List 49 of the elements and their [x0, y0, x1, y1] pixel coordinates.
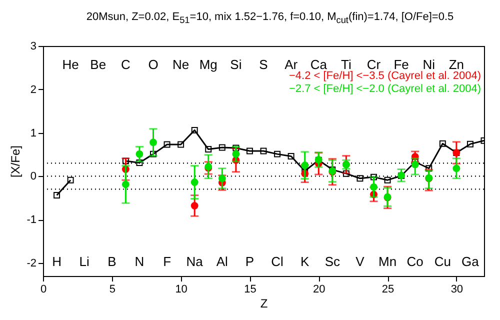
- annotation: Na: [186, 254, 204, 269]
- x-tick-label: 15: [244, 284, 256, 296]
- y-tick-label: 0: [30, 170, 36, 183]
- x-tick-label: 30: [450, 284, 464, 296]
- annotation: Si: [230, 57, 242, 72]
- x-tick-label: 20: [313, 284, 326, 296]
- annotation: Ca: [310, 57, 328, 72]
- annotation: Ne: [172, 57, 190, 72]
- annotation: K: [300, 254, 310, 269]
- annotation: Ni: [422, 57, 436, 72]
- y-tick-label: 1: [30, 127, 36, 140]
- text: −4.2 < [Fe/H] <−3.5 (Cayrel et al. 2004): [289, 70, 481, 82]
- x-axis-title: Z: [260, 296, 268, 310]
- annotation: Co: [406, 254, 424, 269]
- annotation: Be: [90, 57, 106, 72]
- x-tick-label: 0: [40, 284, 47, 296]
- annotation: He: [62, 57, 79, 72]
- x-tick-label: 25: [382, 284, 394, 296]
- y-tick-label: 2: [30, 84, 36, 96]
- annotation: Fe: [394, 57, 409, 72]
- annotation: Ti: [341, 57, 352, 72]
- y-axis-title: [X/Fe]: [8, 145, 23, 178]
- annotation: Ar: [284, 57, 298, 72]
- annotation: V: [356, 254, 365, 269]
- annotation: Al: [216, 254, 228, 269]
- annotation: H: [52, 254, 62, 269]
- annotation: Zn: [448, 57, 464, 72]
- x-tick-label: 10: [175, 284, 188, 296]
- annotation: O: [148, 57, 158, 72]
- annotation: Mg: [199, 57, 218, 72]
- annotation: Cu: [434, 254, 451, 269]
- chart-title: 20Msun, Z=0.02, E$_{51}$=10, mix 1.52−1.76, f=0.10, M$_{cut}$(fin)=1.74, [O/Fe]=0.5: [85, 10, 455, 28]
- annotation: Li: [79, 254, 90, 269]
- annotation: P: [245, 254, 254, 269]
- annotation: Cl: [271, 254, 284, 269]
- annotation: Ga: [462, 254, 480, 269]
- y-tick-label: -2: [26, 257, 36, 270]
- y-tick-label: 3: [30, 40, 36, 52]
- annotation: C: [120, 57, 130, 72]
- annotation: Cr: [366, 57, 382, 72]
- annotation: Mn: [378, 254, 397, 269]
- text: −2.7 < [Fe/H] <−2.0 (Cayrel et al. 2004): [289, 83, 481, 95]
- annotation: S: [259, 57, 268, 72]
- annotation: N: [134, 254, 144, 269]
- y-tick-label: -1: [26, 214, 36, 226]
- x-tick-label: 5: [109, 284, 116, 296]
- annotation: Sc: [324, 254, 340, 269]
- annotation: B: [108, 254, 116, 269]
- annotation: F: [163, 254, 172, 269]
